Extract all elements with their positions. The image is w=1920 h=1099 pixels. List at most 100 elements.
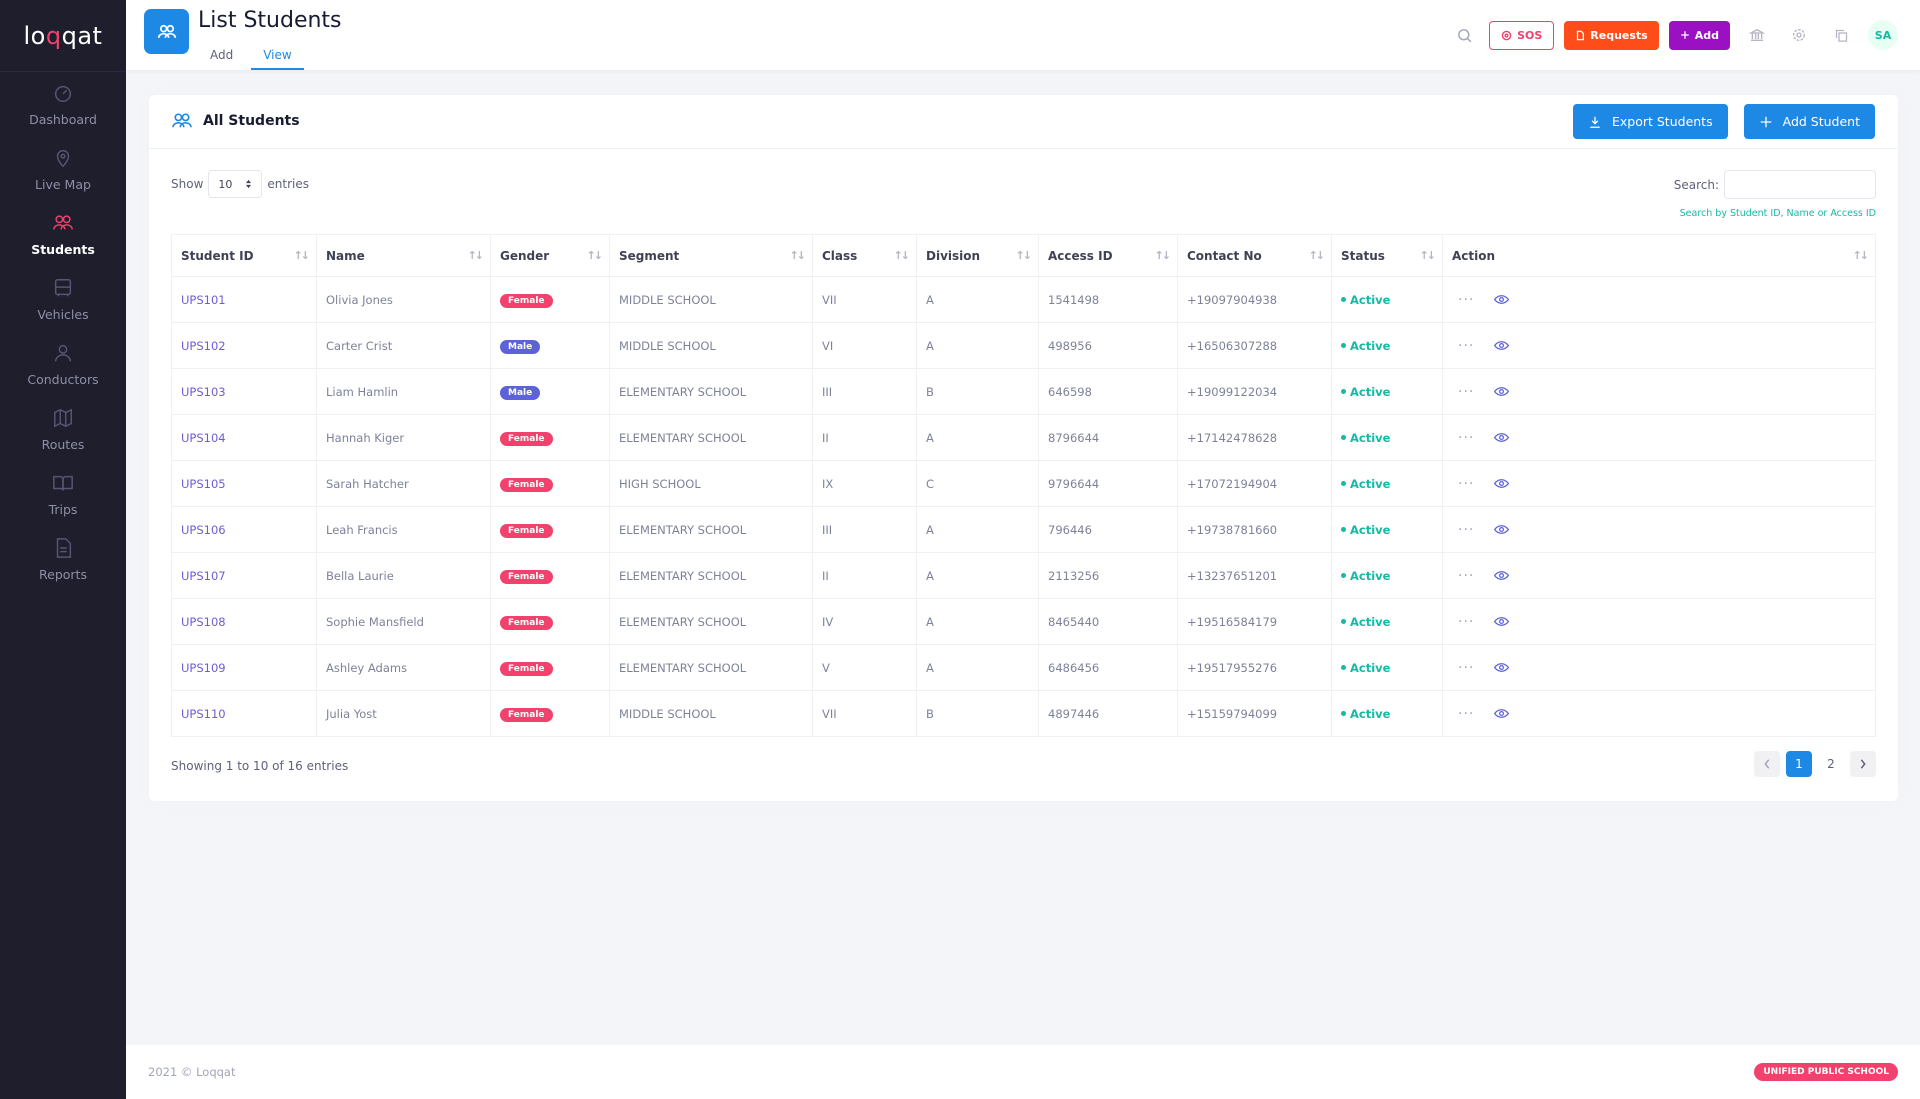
copy-button[interactable] (1826, 20, 1856, 50)
view-button[interactable] (1494, 708, 1510, 719)
sidebar-item-vehicles[interactable]: Vehicles (0, 267, 126, 332)
sos-button[interactable]: SOS (1489, 20, 1555, 50)
add-button[interactable]: Add (1668, 20, 1730, 50)
view-button[interactable] (1494, 294, 1510, 305)
column-header-class[interactable]: Class ↑↓ (812, 234, 917, 277)
view-button[interactable] (1494, 662, 1510, 673)
sidebar-item-routes[interactable]: Routes (0, 397, 126, 462)
sidebar-item-dashboard[interactable]: Dashboard (0, 72, 126, 137)
tab-view[interactable]: View (251, 40, 304, 70)
search-button[interactable] (1449, 20, 1479, 50)
student-id-link[interactable]: UPS105 (171, 460, 317, 507)
students-card: All Students Export Students Add Student… (149, 95, 1898, 801)
top-header: List Students Add View SOS Requests Add … (126, 0, 1920, 70)
status-text: Active (1350, 706, 1391, 721)
eye-icon (1494, 571, 1510, 580)
more-options-icon[interactable]: ··· (1458, 337, 1475, 354)
bank-button[interactable] (1742, 20, 1772, 50)
subtabs: Add View (198, 40, 310, 70)
eye-icon (1494, 617, 1510, 626)
view-button[interactable] (1494, 478, 1510, 489)
student-id-link[interactable]: UPS102 (171, 322, 317, 369)
gender-cell: Female (490, 690, 610, 737)
student-id-link[interactable]: UPS109 (171, 644, 317, 691)
class: III (812, 506, 917, 553)
sidebar-item-reports[interactable]: Reports (0, 527, 126, 592)
card-title-text: All Students (203, 113, 300, 129)
action-cell: ··· (1442, 460, 1876, 507)
more-options-icon[interactable]: ··· (1458, 659, 1475, 676)
column-header-student-id[interactable]: Student ID ↑↓ (171, 234, 317, 277)
more-options-icon[interactable]: ··· (1458, 291, 1475, 308)
tab-add[interactable]: Add (210, 48, 234, 62)
more-options-icon[interactable]: ··· (1458, 429, 1475, 446)
student-name: Ashley Adams (316, 644, 491, 691)
student-id-link[interactable]: UPS104 (171, 414, 317, 461)
contact-no: +19097904938 (1177, 276, 1332, 323)
view-button[interactable] (1494, 386, 1510, 397)
status-badge: Active (1341, 293, 1433, 307)
prev-page-button[interactable] (1754, 751, 1780, 777)
search-input[interactable] (1724, 170, 1876, 199)
entries-select[interactable]: 10 (208, 170, 263, 198)
more-options-icon[interactable]: ··· (1458, 705, 1475, 722)
status-text: Active (1350, 430, 1391, 445)
next-page-button[interactable] (1850, 751, 1876, 777)
more-options-icon[interactable]: ··· (1458, 475, 1475, 492)
more-options-icon[interactable]: ··· (1458, 521, 1475, 538)
column-header-status[interactable]: Status ↑↓ (1331, 234, 1443, 277)
table-row: UPS105 Sarah Hatcher Female HIGH SCHOOL IX C 9… (171, 460, 1876, 507)
sidebar-item-conductors[interactable]: Conductors (0, 332, 126, 397)
division: B (916, 690, 1039, 737)
more-options-icon[interactable]: ··· (1458, 567, 1475, 584)
status-badge: Active (1341, 615, 1433, 629)
page-2-button[interactable]: 2 (1827, 757, 1835, 771)
sidebar-item-label: Vehicles (37, 307, 89, 322)
sidebar-item-students[interactable]: Students (0, 202, 126, 267)
more-options-icon[interactable]: ··· (1458, 613, 1475, 630)
column-header-access-id[interactable]: Access ID ↑↓ (1038, 234, 1178, 277)
footer: 2021 © Loqqat UNIFIED PUBLIC SCHOOL (126, 1045, 1920, 1099)
add-student-button[interactable]: Add Student (1743, 104, 1875, 139)
sidebar-item-trips[interactable]: Trips (0, 462, 126, 527)
student-id-link[interactable]: UPS110 (171, 690, 317, 737)
column-header-contact-no[interactable]: Contact No ↑↓ (1177, 234, 1332, 277)
student-id-link[interactable]: UPS108 (171, 598, 317, 645)
page-1-button[interactable]: 1 (1786, 751, 1812, 777)
student-name: Olivia Jones (316, 276, 491, 323)
class: III (812, 368, 917, 415)
show-label: Show (171, 177, 204, 191)
view-button[interactable] (1494, 340, 1510, 351)
table-controls: Show 10 entries Search: Search by Studen… (171, 170, 1876, 230)
student-id-link[interactable]: UPS106 (171, 506, 317, 553)
column-header-division[interactable]: Division ↑↓ (916, 234, 1039, 277)
more-options-icon[interactable]: ··· (1458, 383, 1475, 400)
sidebar-item-label: Trips (48, 502, 78, 517)
view-button[interactable] (1494, 432, 1510, 443)
view-button[interactable] (1494, 616, 1510, 627)
settings-button[interactable] (1784, 20, 1814, 50)
view-button[interactable] (1494, 570, 1510, 581)
column-header-name[interactable]: Name ↑↓ (316, 234, 491, 277)
eye-icon (1494, 387, 1510, 396)
logo[interactable]: loqqat (0, 0, 126, 72)
chevron-updown-icon (246, 179, 252, 189)
table-info: Showing 1 to 10 of 16 entries (171, 759, 349, 773)
status-badge: Active (1341, 431, 1433, 445)
copy-icon (1835, 29, 1847, 42)
table-row: UPS102 Carter Crist Male MIDDLE SCHOOL VI A 49… (171, 322, 1876, 369)
student-id-link[interactable]: UPS103 (171, 368, 317, 415)
sidebar-item-live-map[interactable]: Live Map (0, 137, 126, 202)
student-name: Bella Laurie (316, 552, 491, 599)
status-text: Active (1350, 384, 1391, 399)
student-id-link[interactable]: UPS107 (171, 552, 317, 599)
requests-button[interactable]: Requests (1564, 20, 1659, 50)
gender-badge: Female (500, 661, 553, 676)
export-students-button[interactable]: Export Students (1572, 104, 1728, 139)
student-id-link[interactable]: UPS101 (171, 276, 317, 323)
column-header-segment[interactable]: Segment ↑↓ (609, 234, 813, 277)
view-button[interactable] (1494, 524, 1510, 535)
avatar[interactable]: SA (1868, 20, 1898, 50)
column-header-gender[interactable]: Gender ↑↓ (490, 234, 610, 277)
column-header-action[interactable]: Action ↑↓ (1442, 234, 1876, 277)
